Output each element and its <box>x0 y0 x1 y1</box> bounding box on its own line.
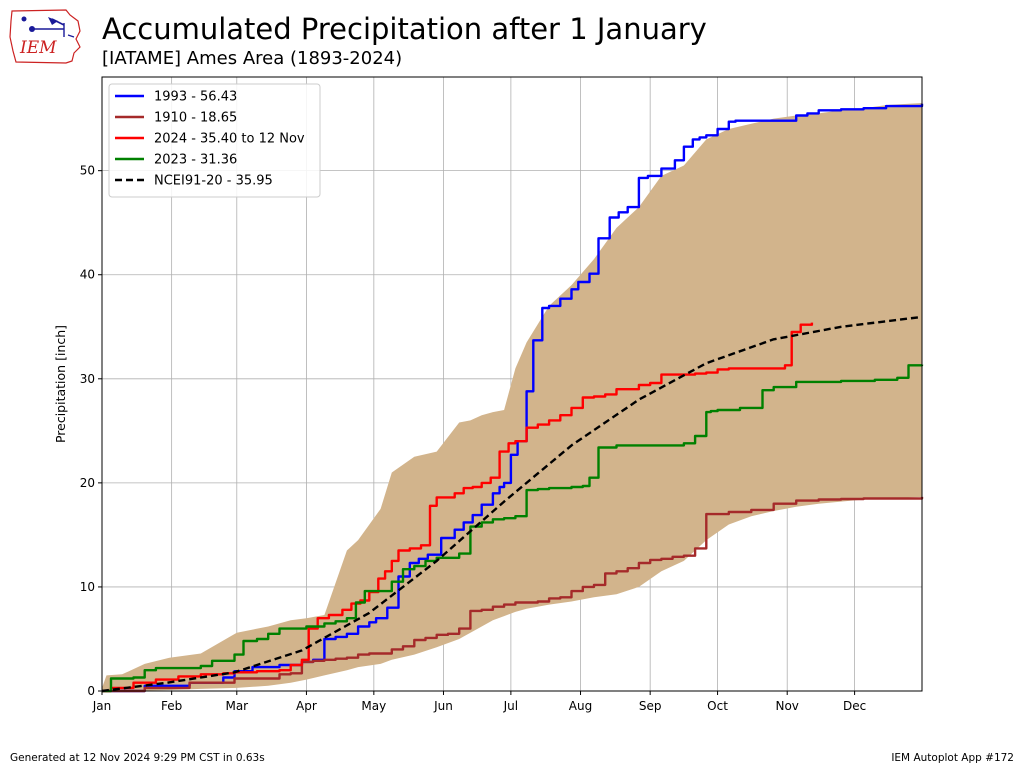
y-axis-label: Precipitation [inch] <box>53 325 68 443</box>
series-lines <box>101 103 924 693</box>
chart-title: Accumulated Precipitation after 1 Januar… <box>102 12 707 46</box>
min-max-envelope <box>102 103 922 691</box>
legend-label: NCEI91-20 - 35.95 <box>154 174 273 189</box>
x-tick-label: Jan <box>92 699 112 713</box>
x-axis: Jan Feb Mar Apr May Jun Jul Aug Sep Oct Nov Dec <box>92 691 866 713</box>
legend-label: 2023 - 31.36 <box>154 153 237 168</box>
generated-note: Generated at 12 Nov 2024 9:29 PM CST in … <box>10 752 265 764</box>
x-tick-label: May <box>361 699 386 713</box>
y-tick-label: 10 <box>80 580 95 594</box>
x-tick-label: Sep <box>639 699 662 713</box>
app-note: IEM Autoplot App #172 <box>891 752 1014 764</box>
series-line-2 <box>102 322 814 693</box>
x-tick-label: Jul <box>503 699 518 713</box>
x-tick-label: Apr <box>296 699 317 713</box>
y-axis: 0 10 20 30 40 50 <box>80 164 102 698</box>
legend: 1993 - 56.43 1910 - 18.65 2024 - 35.40 to … <box>108 83 321 198</box>
series-line-4 <box>101 315 923 693</box>
legend-box <box>108 83 321 198</box>
y-tick-label: 40 <box>80 268 95 282</box>
range-band <box>102 103 922 691</box>
series-line-0 <box>102 103 924 693</box>
y-tick-label: 50 <box>80 164 95 178</box>
iem-logo: IEM <box>9 9 81 64</box>
legend-label: 2024 - 35.40 to 12 Nov <box>154 132 305 147</box>
logo-text: IEM <box>19 38 57 58</box>
y-tick-label: 0 <box>87 684 95 698</box>
x-tick-label: Dec <box>843 699 866 713</box>
x-tick-label: Nov <box>775 699 798 713</box>
y-tick-label: 30 <box>80 372 95 386</box>
x-tick-label: Oct <box>707 699 728 713</box>
x-tick-label: Mar <box>225 699 248 713</box>
legend-label: 1993 - 56.43 <box>154 90 237 105</box>
plot-frame <box>101 76 923 692</box>
chart-subtitle: [IATAME] Ames Area (1893-2024) <box>102 48 403 69</box>
x-tick-label: Jun <box>433 699 453 713</box>
x-tick-label: Aug <box>569 699 592 713</box>
series-line-1 <box>102 496 924 693</box>
legend-label: 1910 - 18.65 <box>154 111 237 126</box>
y-tick-label: 20 <box>80 476 95 490</box>
series-line-3 <box>102 364 924 693</box>
x-tick-label: Feb <box>161 699 182 713</box>
